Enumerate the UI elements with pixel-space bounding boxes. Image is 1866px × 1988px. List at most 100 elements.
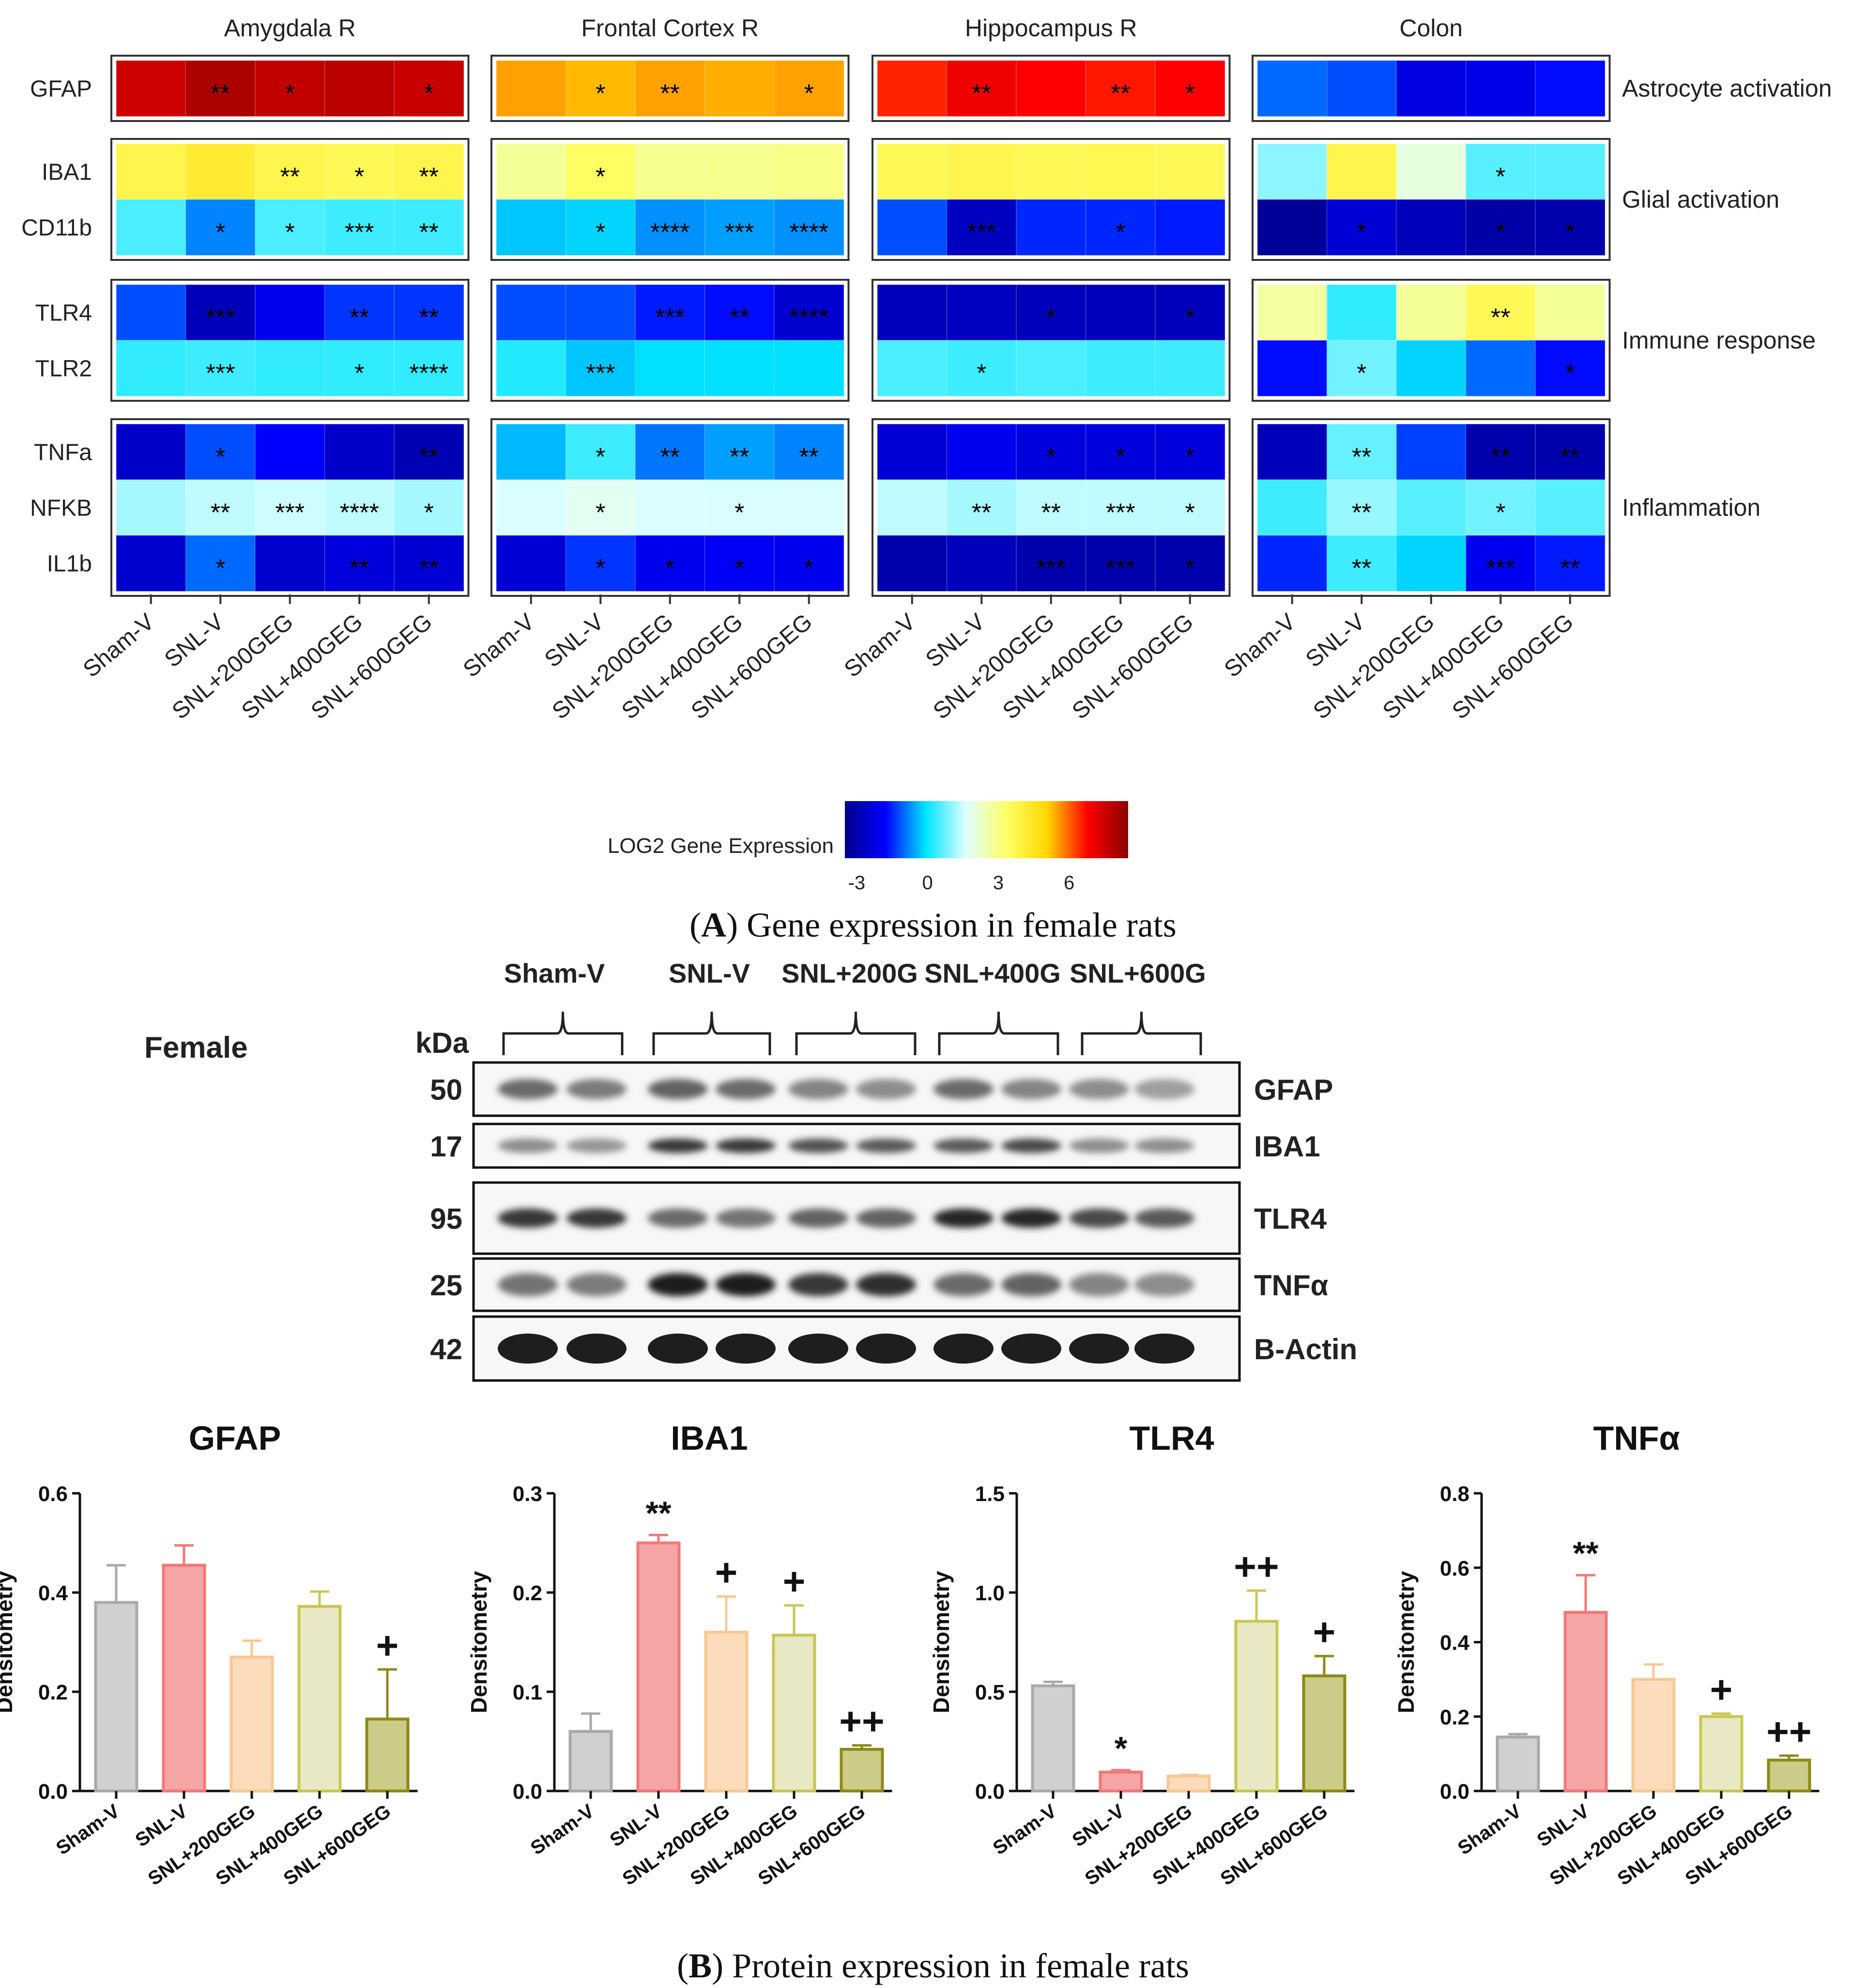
gene-label: IBA1 — [42, 160, 92, 185]
heatmap-cell — [635, 143, 705, 200]
heatmap-cell — [394, 479, 464, 536]
heatmap-cell — [877, 284, 948, 341]
bar — [1631, 1678, 1676, 1792]
blot-group-label: Sham-V — [504, 958, 605, 988]
x-tick-label: SNL-V — [132, 1800, 192, 1851]
heatmap-cell — [1016, 535, 1086, 592]
significance-mark: ** — [211, 499, 230, 527]
significance-annotation: + — [376, 1624, 399, 1667]
significance-mark: * — [1046, 304, 1056, 332]
heatmap-cell — [324, 284, 395, 341]
significance-annotation: ++ — [1766, 1710, 1811, 1753]
significance-mark: * — [424, 499, 434, 527]
heatmap-cell — [704, 199, 775, 256]
heatmap-cell — [255, 535, 325, 592]
significance-mark: ** — [419, 163, 439, 191]
significance-mark: ** — [1041, 499, 1061, 527]
heatmap-cell — [1465, 143, 1536, 200]
heatmap-cell — [1155, 424, 1225, 481]
heatmap-cell — [394, 143, 464, 200]
heatmap-cell — [1535, 424, 1606, 481]
blot-band — [566, 1079, 627, 1099]
heatmap-cell — [1155, 143, 1225, 200]
significance-mark: ** — [799, 443, 819, 471]
heatmap-block-frame — [1252, 279, 1611, 402]
y-tick-label: 1.0 — [975, 1581, 1005, 1605]
heatmap-cell — [1465, 284, 1536, 341]
region-title: Amygdala R — [224, 15, 356, 42]
heatmap-cell — [1085, 535, 1156, 592]
sex-label: Female — [144, 1031, 248, 1064]
heatmap-cell — [877, 424, 948, 481]
x-tick-label: Sham-V — [989, 1800, 1060, 1859]
heatmap-cell — [704, 424, 775, 481]
heatmap-cell — [1326, 479, 1397, 536]
heatmap-cell — [1257, 199, 1328, 256]
significance-mark: ** — [660, 443, 680, 471]
blot-bracket — [795, 1011, 917, 1055]
heatmap-cell — [774, 479, 844, 536]
blot-band — [1134, 1208, 1194, 1228]
region-title: Frontal Cortex R — [581, 15, 759, 42]
heatmap-cell — [185, 143, 256, 200]
heatmap-cell — [1326, 424, 1397, 481]
heatmap-block-frame — [490, 279, 850, 402]
blot-band — [1134, 1138, 1194, 1153]
heatmap-cell — [1257, 340, 1328, 397]
significance-mark: * — [1185, 304, 1195, 332]
heatmap-cell — [1085, 340, 1156, 397]
blot-band — [716, 1208, 776, 1228]
kda-value: 25 — [430, 1269, 462, 1302]
blot-group-label: SNL+200G — [781, 958, 918, 988]
heatmap-block-frame — [110, 279, 470, 402]
significance-mark: * — [734, 499, 744, 527]
heatmap-cell — [1155, 284, 1225, 341]
heatmap-cell — [1016, 199, 1086, 256]
heatmap-cell — [1257, 424, 1328, 481]
heatmap-cell — [324, 60, 395, 117]
significance-mark: *** — [725, 219, 754, 247]
y-tick-label: 0.2 — [513, 1581, 542, 1605]
blot-protein-label: TLR4 — [1254, 1203, 1327, 1235]
y-tick-label: 0.0 — [975, 1780, 1005, 1804]
significance-mark: * — [215, 555, 225, 583]
heatmap-cell — [704, 60, 775, 117]
heatmap-cell — [496, 340, 566, 397]
blot-band — [566, 1334, 627, 1364]
heatmap-cell — [774, 340, 844, 397]
group-label: SNL+600GEG — [687, 609, 817, 725]
heatmap-cell — [1155, 60, 1225, 117]
x-tick-label: Sham-V — [527, 1800, 598, 1859]
chart-title: TNFα — [1593, 1419, 1680, 1457]
y-axis-label: Densitometry — [466, 1571, 491, 1713]
heatmap-cell — [496, 479, 566, 536]
significance-annotation: * — [1115, 1730, 1128, 1767]
significance-mark: *** — [275, 499, 305, 527]
significance-mark: * — [596, 555, 605, 583]
heatmap-block-frame — [490, 55, 850, 122]
significance-mark: ** — [419, 555, 439, 583]
significance-mark: *** — [967, 219, 996, 247]
blot-group-label: SNL+600G — [1070, 958, 1206, 988]
heatmap-cell — [116, 535, 186, 592]
kda-value: 42 — [430, 1333, 462, 1366]
group-label: SNL+200GEG — [1309, 609, 1439, 725]
bar — [1496, 1735, 1540, 1792]
heatmap-cell — [946, 284, 1017, 341]
heatmap-cell — [704, 535, 775, 592]
heatmap-cell — [1085, 199, 1156, 256]
significance-mark: *** — [1106, 499, 1135, 527]
colorbar-label: LOG2 Gene Expression — [608, 834, 834, 858]
significance-mark: * — [1565, 360, 1575, 388]
blot-bracket — [1081, 1011, 1202, 1055]
group-label: SNL+200GEG — [929, 609, 1059, 725]
blot-band — [1069, 1334, 1129, 1364]
heatmap-cell — [877, 199, 948, 256]
heatmap-cell — [1085, 479, 1156, 536]
significance-mark: * — [1185, 555, 1195, 583]
heatmap-cell — [185, 424, 256, 481]
heatmap-cell — [324, 143, 395, 200]
significance-mark: ** — [660, 80, 680, 108]
significance-mark: *** — [206, 304, 235, 332]
